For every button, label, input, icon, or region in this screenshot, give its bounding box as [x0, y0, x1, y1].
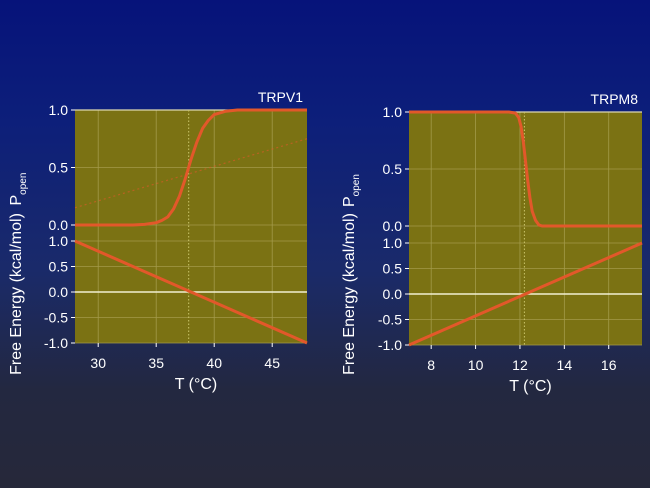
- top-y-tick-label: 1.0: [383, 104, 403, 120]
- top-y-tick-label: 0.0: [383, 218, 403, 234]
- bottom-y-tick-label: -0.5: [378, 312, 402, 328]
- plot-area: [409, 112, 642, 345]
- x-tick-label: 35: [148, 355, 164, 371]
- x-tick-label: 14: [557, 357, 573, 373]
- x-tick-label: 10: [468, 357, 484, 373]
- bottom-y-tick-label: 0.5: [383, 261, 403, 277]
- bottom-y-tick-label: -0.5: [44, 310, 68, 326]
- chart-title: TRPM8: [591, 91, 639, 107]
- top-y-tick-label: 0.0: [49, 217, 69, 233]
- popen-curve: [409, 110, 642, 228]
- bottom-y-tick-label: -1.0: [378, 337, 402, 353]
- free-energy-line: [408, 241, 643, 347]
- free-energy-line: [74, 239, 308, 345]
- free-energy-axis-label: Free Energy (kcal/mol): [341, 213, 358, 375]
- top-y-tick-label: 0.5: [49, 160, 69, 176]
- chart-title: TRPV1: [258, 89, 303, 105]
- bottom-y-tick-label: 0.5: [49, 259, 69, 275]
- popen-axis-label: Popen: [341, 174, 362, 207]
- bottom-y-tick-label: 1.0: [383, 235, 403, 251]
- popen-dotted-line: [74, 138, 308, 209]
- x-tick-label: 12: [512, 357, 528, 373]
- x-axis-label: T (°C): [509, 378, 552, 395]
- free-energy-axis-label: Free Energy (kcal/mol): [8, 213, 25, 375]
- x-tick-label: 30: [90, 355, 106, 371]
- panel-trpv1: 0.0 0.5 1.0 -1.0 -0.5 0.0 0.5 1.0 30 35 40 45 T (°C)…: [8, 89, 308, 393]
- top-y-tick-label: 1.0: [49, 102, 69, 118]
- x-tick-label: 40: [206, 355, 222, 371]
- top-y-tick-label: 0.5: [383, 161, 403, 177]
- popen-axis-label: Popen: [8, 173, 29, 206]
- bottom-y-tick-label: 1.0: [49, 233, 69, 249]
- x-tick-label: 8: [427, 357, 435, 373]
- bottom-y-tick-label: 0.0: [383, 286, 403, 302]
- popen-curve: [75, 108, 307, 227]
- bottom-y-tick-label: 0.0: [49, 284, 69, 300]
- bottom-y-tick-label: -1.0: [44, 335, 68, 351]
- x-axis-label: T (°C): [175, 376, 218, 393]
- x-tick-label: 45: [264, 355, 280, 371]
- x-tick-label: 16: [601, 357, 617, 373]
- panel-trpm8: 0.0 0.5 1.0 -1.0 -0.5 0.0 0.5 1.0 8 10 12 14 16 T (°C…: [341, 91, 643, 395]
